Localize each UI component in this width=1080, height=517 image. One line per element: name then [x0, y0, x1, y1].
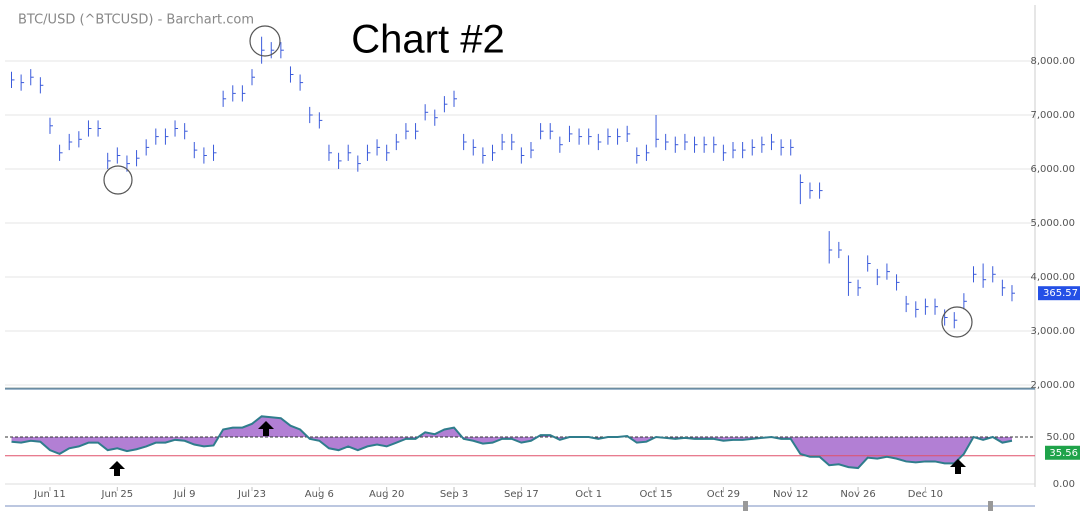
- annotation-circle: [249, 25, 281, 57]
- x-tick-label: Sep 3: [440, 489, 468, 500]
- annotation-circle: [103, 165, 133, 195]
- scroll-handle[interactable]: [743, 501, 748, 511]
- arrow: [109, 461, 125, 476]
- indicator-tick-label: 50.00: [1046, 432, 1075, 443]
- x-tick-label: Dec 10: [908, 489, 943, 500]
- y-tick-label: 5,000.00: [1030, 218, 1075, 229]
- y-tick-label: 4,000.00: [1030, 272, 1075, 283]
- indicator-value-label: 35.56: [1049, 448, 1078, 459]
- x-tick-label: Nov 26: [840, 489, 875, 500]
- arrow: [950, 459, 966, 474]
- marks: 2,000.00 3,000.00 4,000.00 5,000.00 6,000.00…: [5, 36, 1080, 500]
- x-tick-label: Oct 29: [707, 489, 740, 500]
- y-tick-label: 6,000.00: [1030, 164, 1075, 175]
- indicator-area: [11, 416, 1012, 469]
- annotation-arrows: [109, 421, 966, 476]
- x-tick-label: Aug 6: [305, 489, 334, 500]
- indicator-tick-label: 0.00: [1053, 479, 1075, 490]
- source: BTC/USD (^BTCUSD) - Barchart.com: [18, 13, 254, 28]
- x-tick-label: Oct 15: [639, 489, 672, 500]
- y-tick-label: 2,000.00: [1030, 380, 1075, 391]
- y-tick-label: 7,000.00: [1030, 110, 1075, 121]
- indicator-value-box: [1045, 445, 1080, 460]
- x-tick-label: Nov 12: [773, 489, 808, 500]
- y-tick-label: 8,000.00: [1030, 56, 1075, 67]
- last-price-label: 365.57: [1043, 288, 1078, 299]
- last-price-box: [1038, 286, 1080, 301]
- y-tick-label: 3,000.00: [1030, 326, 1075, 337]
- x-tick-label: Aug 20: [369, 489, 404, 500]
- annotations: [103, 25, 973, 338]
- x-tick-label: Jun 25: [101, 489, 134, 500]
- x-tick-label: Jun 11: [33, 489, 66, 500]
- x-tick-label: Oct 1: [575, 489, 602, 500]
- x-tick-label: Jul 23: [237, 489, 266, 500]
- indicator-line: [11, 415, 1013, 470]
- annotation-circle: [941, 306, 973, 338]
- x-tick-label: Sep 17: [504, 489, 539, 500]
- scroll-handle[interactable]: [988, 501, 993, 511]
- chart-title: Chart #2: [351, 18, 504, 62]
- x-tick-label: Jul 9: [173, 489, 196, 500]
- arrow: [258, 421, 274, 436]
